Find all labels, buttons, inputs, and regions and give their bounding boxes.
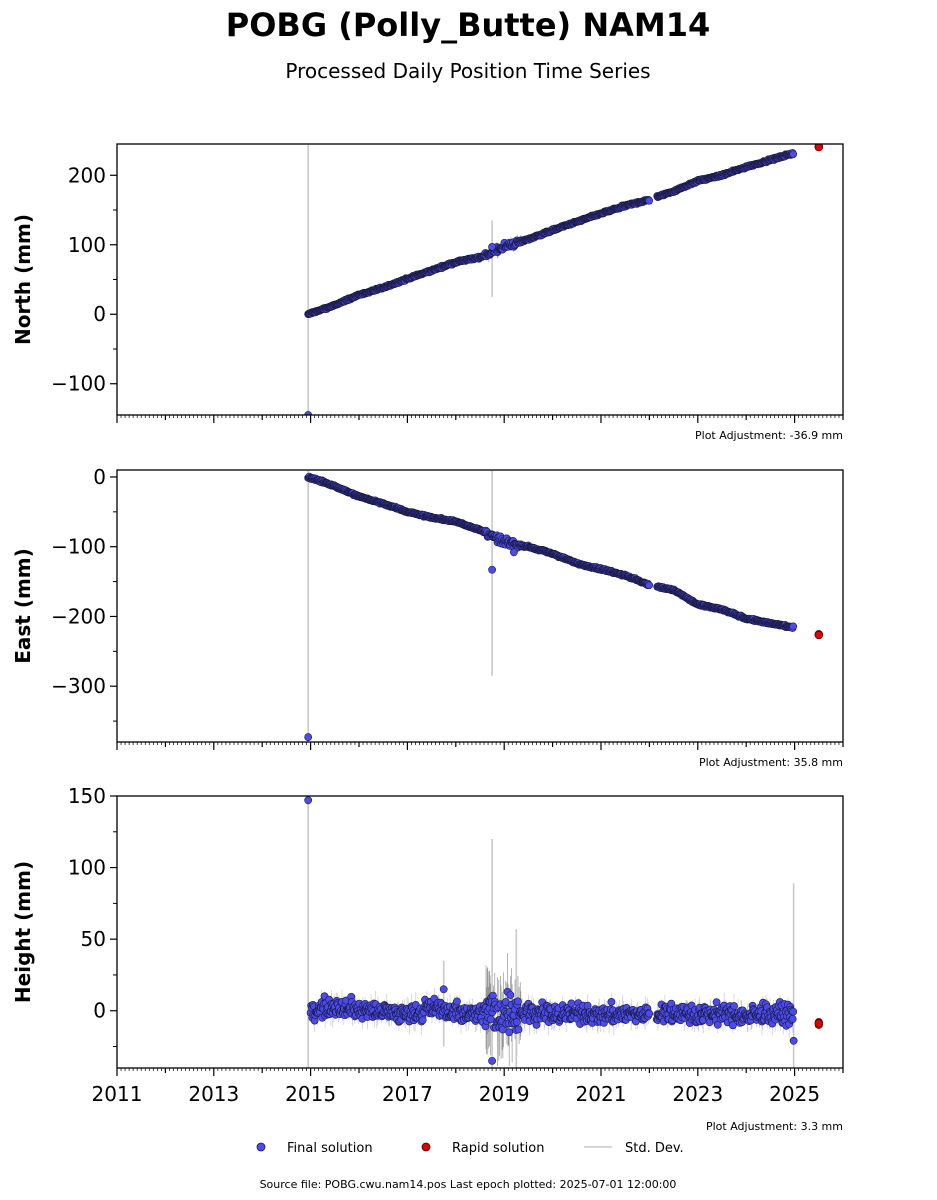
y-tick-label: −100 — [51, 372, 106, 396]
rapid-solution-point — [814, 144, 823, 152]
y-tick-label: 0 — [93, 302, 106, 326]
panel-north: −100 0 100 200 North (mm) Plot Adjustment: -3… — [11, 143, 844, 442]
x-tick-label: 2019 — [479, 1082, 530, 1106]
y-axis-label: Height (mm) — [11, 861, 35, 1003]
final-solution-point — [789, 1007, 798, 1016]
figure-subtitle: Processed Daily Position Time Series — [285, 59, 650, 83]
legend: Final solution Rapid solution Std. Dev. — [256, 1141, 684, 1156]
final-solution-point — [514, 1025, 523, 1034]
final-solution-point — [453, 997, 461, 1006]
final-solution-point — [788, 1015, 797, 1023]
x-tick-label: 2017 — [382, 1082, 433, 1106]
y-tick-label: −300 — [51, 674, 106, 698]
final-solution-outlier — [304, 796, 313, 805]
y-tick-label: 200 — [68, 163, 106, 187]
final-solution-point — [645, 581, 654, 590]
y-tick-label: −100 — [51, 535, 106, 559]
y-tick-label: −200 — [51, 604, 106, 628]
plot-area — [304, 796, 823, 1068]
final-solution-outlier — [439, 985, 448, 994]
rapid-solution-point — [814, 630, 823, 640]
x-tick-label: 2021 — [576, 1082, 627, 1106]
legend-final-label: Final solution — [287, 1141, 373, 1156]
final-solution-point — [789, 622, 798, 631]
plot-adjustment-note: Plot Adjustment: 3.3 mm — [706, 1120, 843, 1133]
final-solution-outlier — [789, 1036, 798, 1045]
y-tick-label: 100 — [68, 856, 106, 880]
plot-adjustment-note: Plot Adjustment: 35.8 mm — [699, 756, 843, 769]
y-tick-label: 50 — [81, 927, 106, 951]
x-tick-label: 2011 — [92, 1082, 143, 1106]
final-solution-point — [498, 1025, 507, 1034]
y-tick-label: 0 — [93, 999, 106, 1023]
final-solution-outlier — [488, 242, 496, 251]
final-solution-outlier — [509, 548, 518, 557]
y-axis-label: North (mm) — [11, 214, 35, 345]
source-file-text: Source file: POBG.cwu.nam14.pos Last epo… — [260, 1178, 677, 1191]
final-solution-outlier — [488, 565, 496, 574]
final-solution-point — [728, 1021, 737, 1030]
panel-height: 0 50 100 150 2011 2013 2015 2017 2019 2021 2023 202… — [11, 784, 844, 1133]
final-solution-outlier — [488, 1056, 496, 1065]
plot-area — [304, 144, 823, 415]
final-solution-point — [505, 1028, 514, 1037]
plot-adjustment-note: Plot Adjustment: -36.9 mm — [695, 429, 843, 442]
y-tick-label: 100 — [68, 233, 106, 257]
y-axis-label: East (mm) — [11, 548, 35, 664]
final-solution-outlier — [304, 733, 313, 742]
rapid-solution-point — [814, 1019, 823, 1028]
final-solution-point — [645, 196, 654, 205]
final-solution-point — [567, 999, 576, 1008]
x-tick-label: 2015 — [285, 1082, 336, 1106]
figure-title: POBG (Polly_Butte) NAM14 — [226, 6, 710, 44]
y-tick-label: 150 — [68, 784, 106, 808]
legend-rapid-label: Rapid solution — [452, 1141, 544, 1156]
legend-rapid-marker — [421, 1142, 431, 1152]
final-solution-point — [712, 998, 721, 1007]
panels: −100 0 100 200 North (mm) Plot Adjustment: -3… — [11, 143, 844, 1133]
y-tick-label: 0 — [93, 465, 106, 489]
legend-stddev-label: Std. Dev. — [625, 1141, 684, 1156]
plot-area — [304, 470, 823, 742]
final-solution-point — [418, 1016, 427, 1025]
x-tick-label: 2013 — [188, 1082, 239, 1106]
panel-frame — [116, 469, 844, 743]
panel-frame — [116, 143, 844, 416]
final-solution-point — [730, 1002, 738, 1010]
x-tick-label: 2025 — [769, 1082, 820, 1106]
x-tick-label: 2023 — [672, 1082, 723, 1106]
final-solution-point — [713, 1020, 722, 1029]
final-solution-point — [512, 1018, 521, 1027]
legend-final-marker — [256, 1142, 266, 1152]
final-solution-point — [789, 150, 798, 159]
final-solution-point — [607, 998, 616, 1006]
final-solution-point — [645, 1009, 654, 1018]
panel-east: −300 −200 −100 0 East (mm) Plot Adjustment: 3… — [11, 465, 844, 769]
final-solution-point — [506, 991, 515, 999]
final-solution-point — [486, 1015, 495, 1024]
final-solution-point — [514, 997, 522, 1006]
